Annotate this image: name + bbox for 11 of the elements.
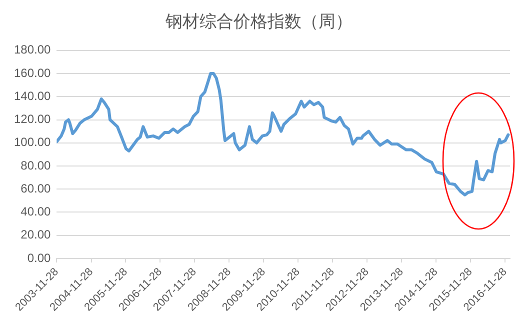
y-tick-label: 140.00: [14, 88, 52, 103]
y-tick-label: 120.00: [14, 112, 52, 126]
y-tick-label: 80.00: [20, 158, 52, 172]
y-tick-label: 20.00: [20, 228, 52, 242]
y-tick-label: 40.00: [20, 204, 52, 219]
y-tick-label: 160.00: [14, 66, 52, 80]
y-tick-label: 100.00: [14, 135, 52, 150]
y-tick-label: 180.00: [14, 42, 52, 57]
chart-title: 钢材综合价格指数（周）: [164, 12, 352, 31]
y-tick-label: 60.00: [20, 181, 52, 196]
y-tick-label: 0.00: [27, 250, 52, 265]
